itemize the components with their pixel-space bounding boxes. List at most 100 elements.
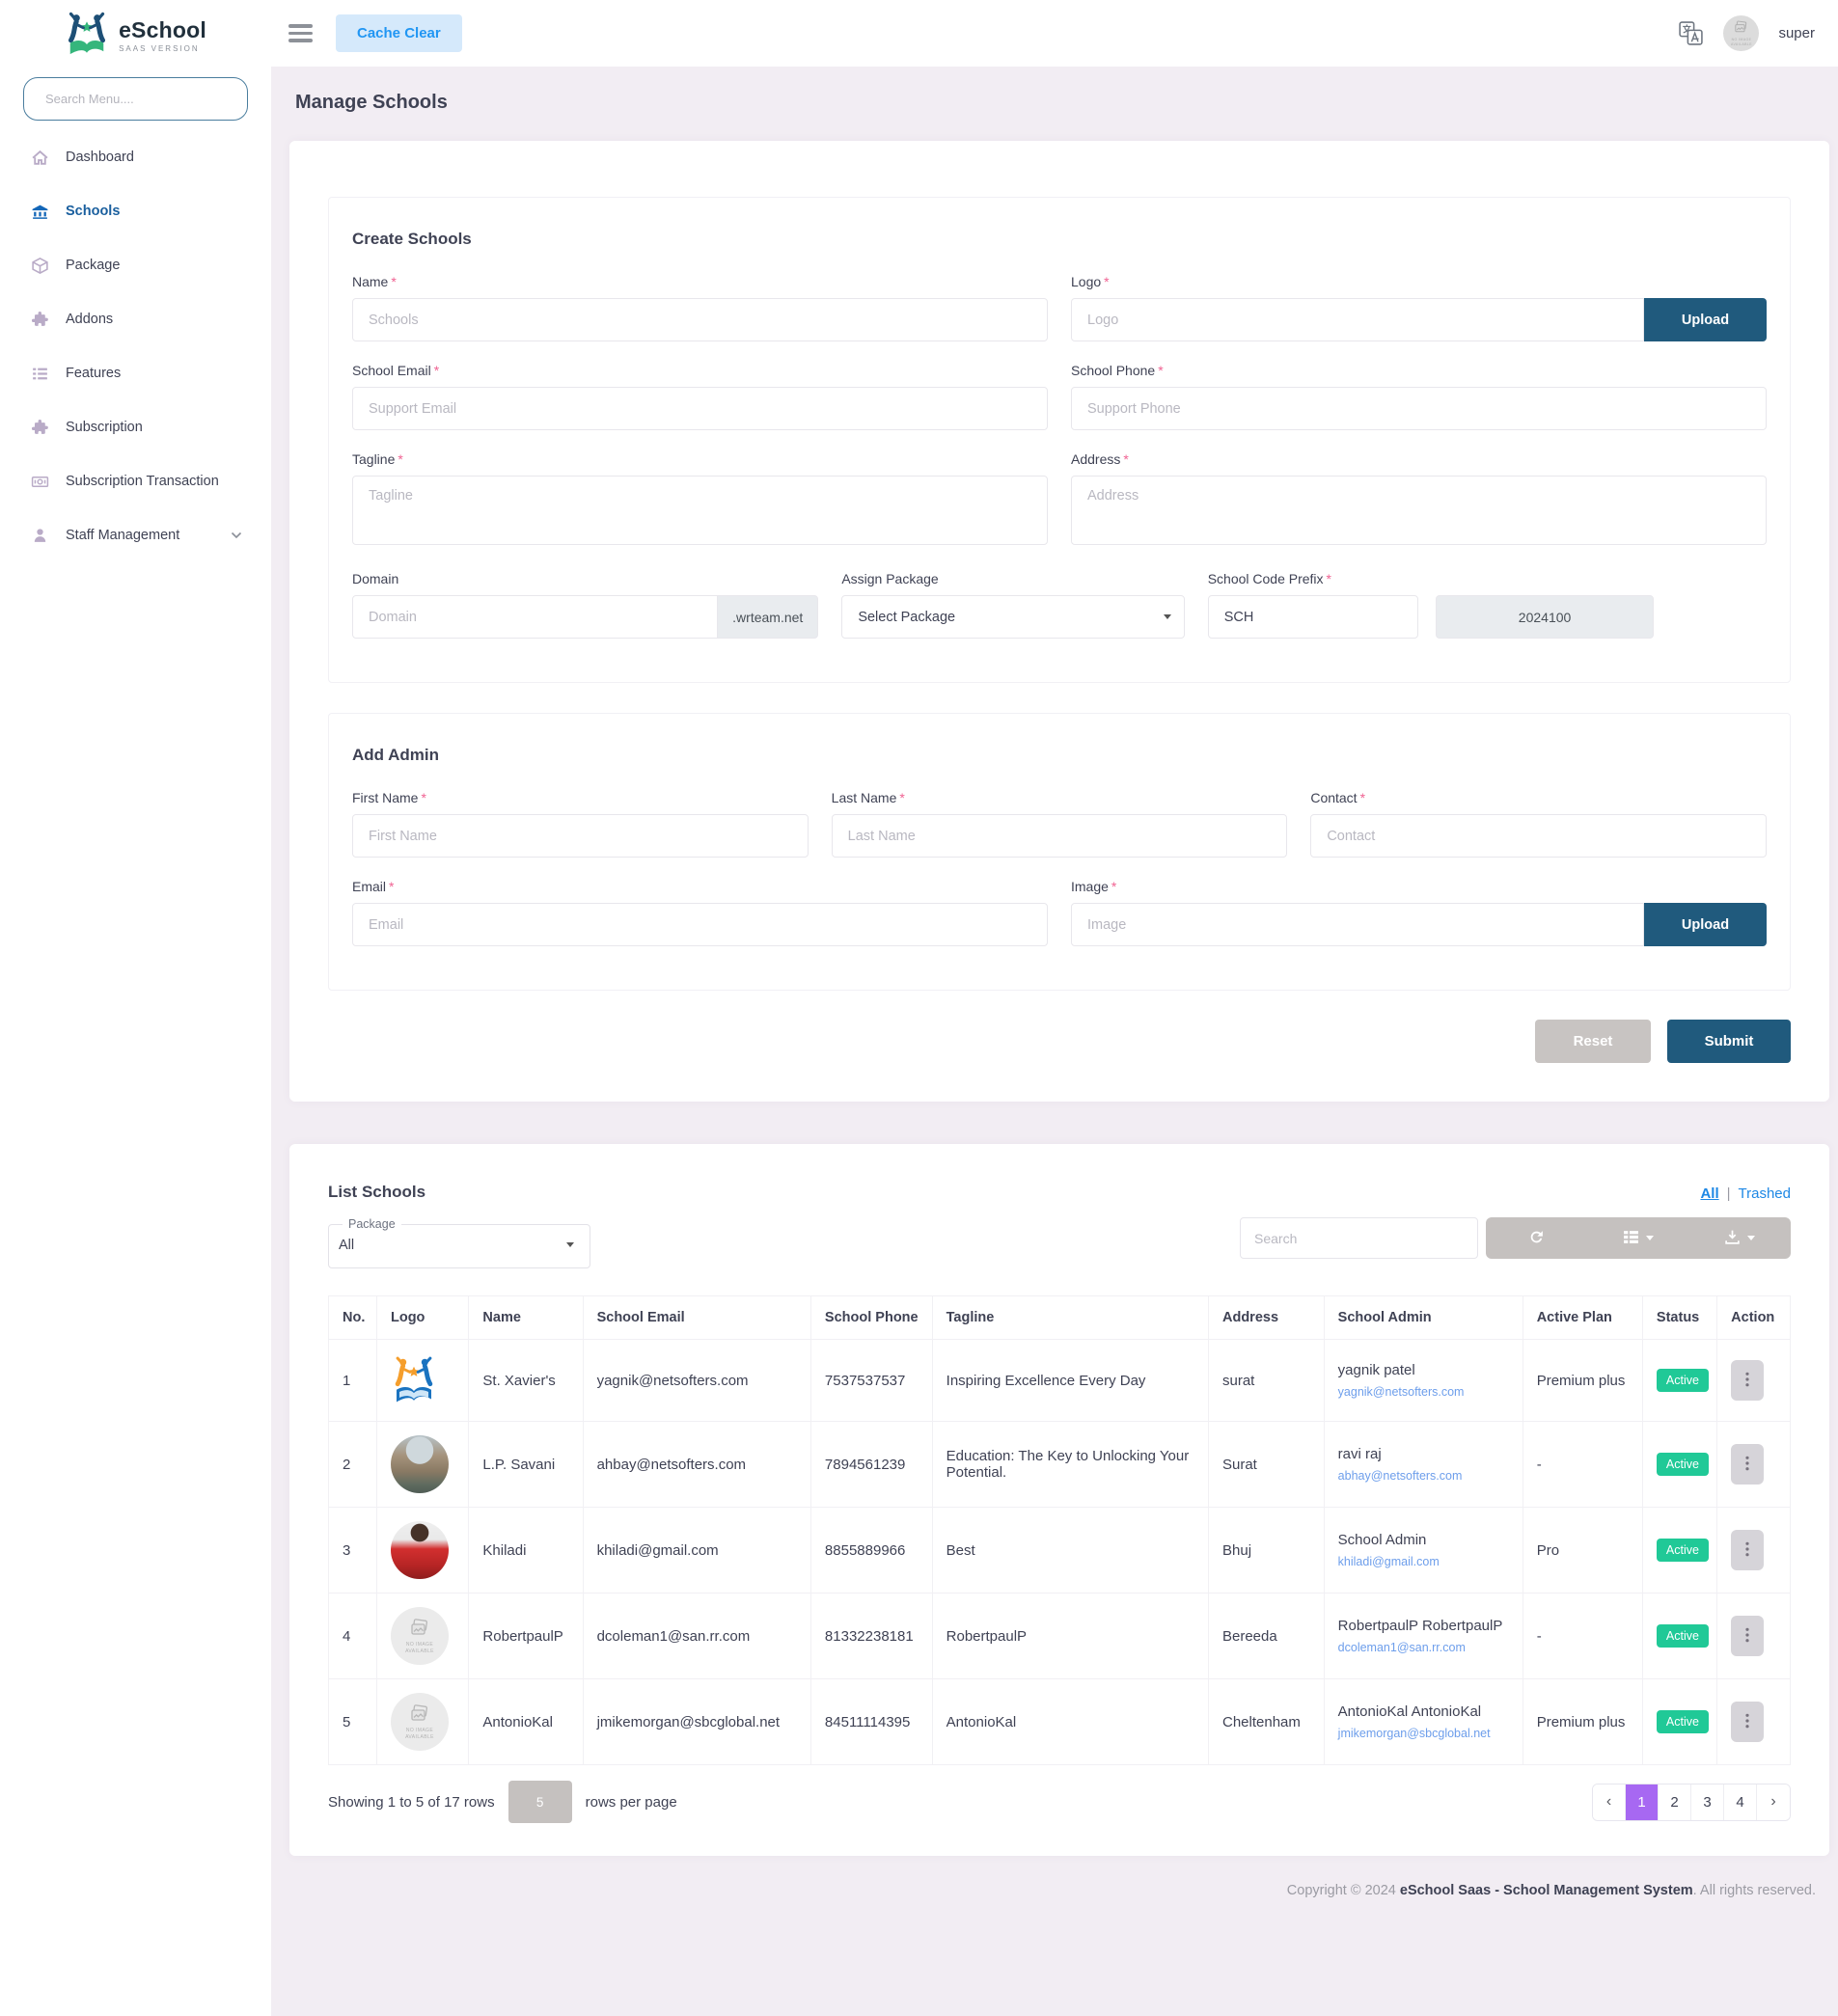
email-field-group: Email *	[352, 879, 1048, 946]
filter-trashed-link[interactable]: Trashed	[1738, 1185, 1791, 1202]
admin-email-link[interactable]: khiladi@gmail.com	[1337, 1554, 1440, 1568]
menu-toggle-button[interactable]	[285, 20, 316, 46]
sidebar-item-package[interactable]: Package	[0, 238, 271, 292]
contact-input[interactable]	[1310, 814, 1767, 858]
school-logo-input[interactable]	[1071, 298, 1644, 341]
pagination-page-2[interactable]: 2	[1659, 1784, 1691, 1820]
first-name-input[interactable]	[352, 814, 809, 858]
puzzle-icon	[31, 419, 49, 437]
admin-name: ravi raj	[1337, 1445, 1382, 1462]
add-admin-title: Add Admin	[352, 746, 440, 764]
puzzle-icon	[31, 311, 49, 329]
school-name-input[interactable]	[352, 298, 1048, 341]
page-title: Manage Schools	[295, 92, 448, 113]
row-actions-button[interactable]	[1731, 1530, 1765, 1570]
sidebar-nav: Dashboard Schools Package Addons Features Sub…	[0, 130, 271, 562]
sidebar-item-label: Dashboard	[66, 150, 134, 165]
table-row: 2 L.P. Savani ahbay@netsofters.com 78945612…	[328, 1421, 1791, 1508]
add-admin-section: Add Admin First Name* Last Name* Contact…	[328, 713, 1791, 991]
column-header-address: Address	[1208, 1295, 1325, 1340]
copyright-brand[interactable]: eSchool Saas - School Management System	[1399, 1883, 1693, 1898]
domain-suffix: .wrteam.net	[718, 595, 819, 639]
pagination-prev-button[interactable]: ‹	[1593, 1784, 1626, 1820]
sidebar-item-subscription[interactable]: Subscription	[0, 400, 271, 454]
list-icon	[31, 365, 49, 383]
sidebar-item-features[interactable]: Features	[0, 346, 271, 400]
submit-button[interactable]: Submit	[1667, 1020, 1791, 1063]
tagline-textarea[interactable]	[352, 476, 1048, 545]
package-filter-select[interactable]: All	[339, 1232, 580, 1259]
admin-email-link[interactable]: yagnik@netsofters.com	[1337, 1384, 1465, 1399]
address-textarea[interactable]	[1071, 476, 1767, 545]
admin-image-input[interactable]	[1071, 903, 1644, 946]
refresh-button[interactable]	[1486, 1217, 1587, 1259]
cell-status: Active	[1641, 1421, 1718, 1508]
assign-package-select[interactable]: Select Package	[841, 595, 1185, 639]
refresh-icon	[1528, 1229, 1545, 1248]
admin-email-link[interactable]: abhay@netsofters.com	[1337, 1468, 1463, 1483]
create-schools-section: Create Schools Name* Logo* Upload	[328, 197, 1791, 683]
cell-no: 5	[328, 1678, 377, 1765]
eschool-logo-icon	[69, 12, 106, 55]
pagination-page-4[interactable]: 4	[1724, 1784, 1757, 1820]
create-schools-title: Create Schools	[352, 230, 472, 248]
column-header-school-phone: School Phone	[809, 1295, 933, 1340]
sidebar-item-dashboard[interactable]: Dashboard	[0, 130, 271, 184]
sidebar-item-label: Package	[66, 258, 121, 273]
cell-address: Bereeda	[1208, 1593, 1325, 1679]
admin-email-link[interactable]: dcoleman1@san.rr.com	[1337, 1640, 1466, 1654]
column-header-name: Name	[468, 1295, 584, 1340]
column-header-school-email: School Email	[582, 1295, 811, 1340]
pagination-page-1[interactable]: 1	[1626, 1784, 1659, 1820]
pagination-next-button[interactable]: ›	[1757, 1784, 1790, 1820]
domain-label: Domain	[352, 571, 399, 586]
sidebar-item-label: Staff Management	[66, 528, 180, 543]
no-image-icon	[1735, 20, 1747, 33]
school-email-label: School Email	[352, 363, 431, 378]
package-filter-legend: Package	[348, 1217, 396, 1231]
image-upload-button[interactable]: Upload	[1644, 903, 1767, 946]
cache-clear-button[interactable]: Cache Clear	[336, 14, 462, 52]
image-label: Image	[1071, 879, 1109, 894]
sidebar-item-addons[interactable]: Addons	[0, 292, 271, 346]
schools-table: No. Logo Name School Email School Phone Tagli…	[328, 1295, 1791, 1765]
logo-upload-button[interactable]: Upload	[1644, 298, 1767, 341]
column-header-status: Status	[1641, 1295, 1718, 1340]
download-button[interactable]	[1689, 1217, 1791, 1259]
row-actions-button[interactable]	[1731, 1360, 1765, 1401]
username-label[interactable]: super	[1778, 25, 1815, 41]
sidebar-item-subscription-transaction[interactable]: Subscription Transaction	[0, 454, 271, 508]
language-icon[interactable]	[1678, 20, 1704, 46]
user-avatar[interactable]: NO IMAGE AVAILABLE	[1723, 15, 1760, 51]
row-actions-button[interactable]	[1731, 1616, 1765, 1656]
rows-per-page-button[interactable]: 5	[508, 1781, 572, 1823]
admin-email-link[interactable]: jmikemorgan@sbcglobal.net	[1337, 1726, 1491, 1740]
row-actions-button[interactable]	[1731, 1444, 1765, 1485]
column-header-action: Action	[1716, 1295, 1791, 1340]
download-icon	[1724, 1229, 1741, 1248]
columns-button[interactable]	[1587, 1217, 1688, 1259]
assign-package-field-group: Assign Package Select Package	[841, 571, 1185, 639]
reset-button[interactable]: Reset	[1535, 1020, 1651, 1063]
menu-search-input[interactable]	[23, 77, 248, 121]
admin-email-input[interactable]	[352, 903, 1048, 946]
table-search-input[interactable]	[1240, 1217, 1478, 1259]
status-badge: Active	[1656, 1624, 1709, 1648]
showing-rows-label: Showing 1 to 5 of 17 rows	[328, 1793, 495, 1811]
school-email-input[interactable]	[352, 387, 1048, 430]
last-name-input[interactable]	[831, 814, 1288, 858]
filter-all-link[interactable]: All	[1700, 1185, 1719, 1202]
pagination-page-3[interactable]: 3	[1691, 1784, 1724, 1820]
row-actions-button[interactable]	[1731, 1702, 1765, 1742]
brand-logo[interactable]: eSchool SAAS VERSION	[0, 0, 271, 62]
cell-address: surat	[1208, 1339, 1325, 1422]
domain-input[interactable]	[352, 595, 719, 639]
sidebar-item-staff-management[interactable]: Staff Management	[0, 508, 271, 562]
school-phone-input[interactable]	[1071, 387, 1767, 430]
cell-tagline: RobertpaulP	[931, 1593, 1210, 1679]
cell-address: Bhuj	[1208, 1507, 1325, 1594]
school-code-prefix-input[interactable]	[1207, 595, 1419, 639]
admin-name: yagnik patel	[1337, 1361, 1415, 1378]
sidebar-item-schools[interactable]: Schools	[0, 184, 271, 238]
